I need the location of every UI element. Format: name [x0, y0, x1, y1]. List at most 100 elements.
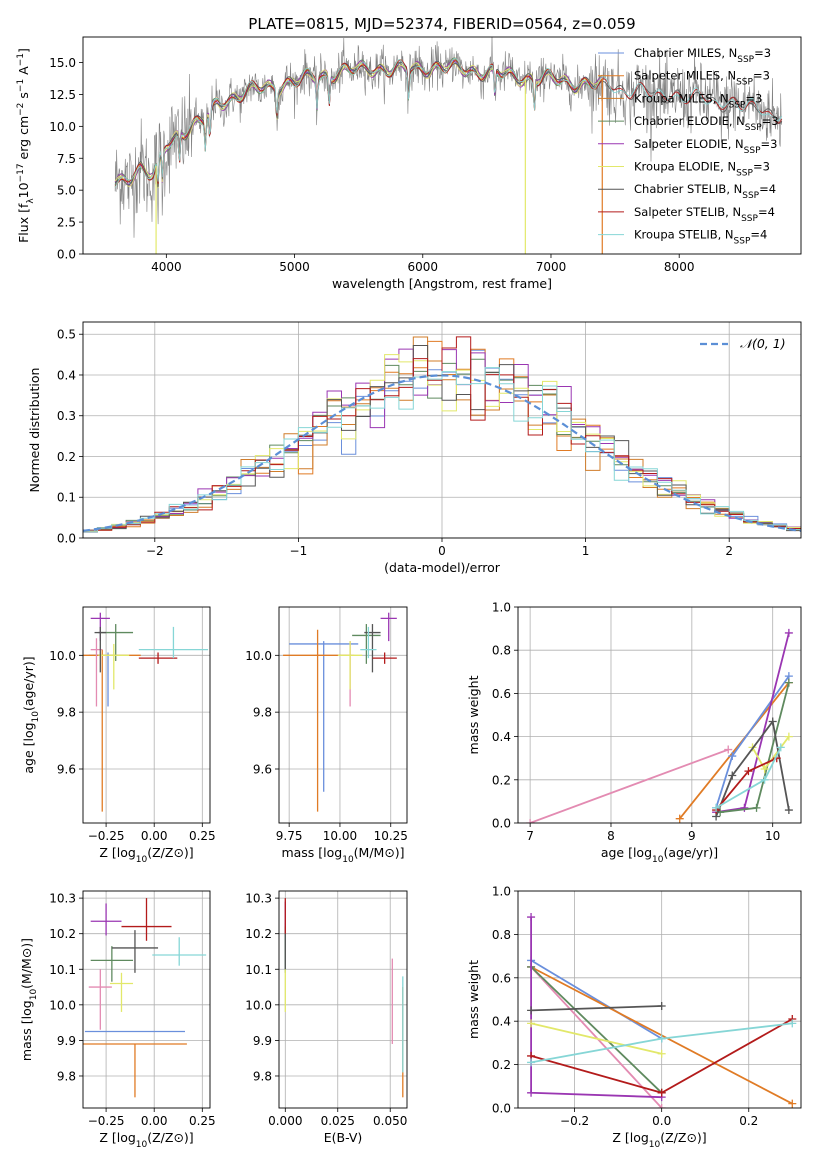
mass-weight-marker	[784, 806, 793, 815]
error-bar-point	[337, 641, 363, 690]
x-tick-label: 10	[765, 829, 780, 843]
normal-reference-curve	[83, 374, 801, 532]
mass-weight-marker	[788, 1019, 797, 1028]
mass-weight-marker	[760, 765, 769, 773]
x-tick-label: 0.25	[189, 1114, 216, 1128]
error-bar-point	[121, 898, 172, 941]
error-bar-point	[283, 629, 353, 812]
y-tick-label: 15.0	[49, 56, 76, 70]
error-bar-point	[90, 946, 134, 982]
y-tick-label: 9.6	[253, 763, 272, 777]
y-tick-label: 0.1	[57, 491, 76, 505]
y-tick-label: 0.6	[492, 687, 511, 701]
error-bar-point	[94, 626, 107, 673]
legend-entry-label: Kroupa STELIB, NSSP=4	[634, 228, 767, 247]
y-tick-label: 0.4	[57, 368, 76, 382]
y-tick-label: 0.2	[492, 1058, 511, 1072]
y-tick-label: 0.2	[492, 773, 511, 787]
error-bar-point	[111, 930, 159, 973]
error-bar-point	[364, 624, 381, 673]
panel-age_vs_Z: −0.25 0.00 0.25 9.6 9.8 10.0 Z [log10(Z/Z⊙)] ag…	[21, 606, 216, 865]
x-tick-label: 4000	[151, 260, 182, 274]
x-tick-label: 7000	[536, 260, 567, 274]
y-tick-label: 5.0	[57, 184, 76, 198]
y-tick-label: 0.2	[57, 450, 76, 464]
y-tick-label: 2.5	[57, 216, 76, 230]
mass-weight-marker	[657, 1034, 666, 1043]
error-bar-point	[83, 1043, 187, 1098]
x-tick-label: −0.2	[560, 1114, 589, 1128]
plot-area	[114, 37, 783, 254]
mass-weight-marker	[527, 1019, 536, 1028]
y-tick-label: 9.8	[253, 1069, 272, 1083]
y-axis-label: Normed distribution	[27, 368, 42, 493]
legend-entry-label: Chabrier MILES, NSSP=3	[634, 46, 771, 65]
y-tick-label: 12.5	[49, 88, 76, 102]
y-tick-label: 0.8	[492, 928, 511, 942]
y-tick-label: 0.8	[492, 644, 511, 658]
panel-mass_vs_EBV: 0.000 0.025 0.050 9.8 9.9 10.0 10.1 10.2 10.3 E(B…	[245, 890, 408, 1145]
y-tick-label: 9.9	[253, 1034, 272, 1048]
panel-mass_weight_vs_Z: −0.2 0.0 0.2 0.0 0.2 0.4 0.6 0.8 1.0 Z [log10(Z/Z…	[466, 885, 802, 1150]
model-spectrum-line	[114, 59, 783, 187]
mass-weight-marker	[657, 1002, 666, 1011]
x-tick-label: 8	[607, 829, 615, 843]
y-tick-label: 7.5	[57, 152, 76, 166]
residual-histogram	[83, 336, 801, 531]
model-spectrum-line	[114, 60, 603, 187]
plot-area	[83, 322, 801, 538]
y-axis-label: age [log10(age/yr)]	[21, 656, 41, 773]
panel-residuals: −2 −1 0 1 2 0.0 0.1 0.2 0.3 0.4 0.5 (data-model)/er…	[27, 321, 802, 575]
error-bar-point	[138, 626, 209, 659]
mass-weight-line	[530, 966, 663, 1094]
x-tick-label: 10.25	[374, 829, 408, 843]
x-axis-label: Z [log10(Z/Z⊙)]	[99, 1130, 193, 1150]
error-bar-point	[90, 903, 122, 936]
error-bar-point	[372, 652, 397, 664]
legend-entry-label: Salpeter MILES, NSSP=3	[634, 69, 770, 88]
error-bar-point	[88, 652, 128, 707]
figure-title: PLATE=0815, MJD=52374, FIBERID=0564, z=0…	[248, 15, 635, 33]
mass-weight-marker	[657, 1049, 666, 1058]
x-axis-label: Z [log10(Z/Z⊙)]	[612, 1130, 706, 1150]
mass-weight-marker	[712, 803, 721, 812]
mass-weight-marker	[657, 1104, 666, 1108]
error-bar-point	[289, 641, 359, 792]
y-tick-label: 1.0	[492, 601, 511, 615]
x-tick-label: 0.050	[373, 1114, 407, 1128]
axes-frame	[82, 36, 802, 255]
error-bar-point	[138, 652, 178, 664]
plot-area	[279, 607, 407, 823]
y-tick-label: 10.0	[49, 998, 76, 1012]
x-tick-label: −2	[146, 544, 164, 558]
x-tick-label: 5000	[279, 260, 310, 274]
y-axis-label: mass weight	[466, 960, 481, 1039]
axes-frame	[278, 890, 408, 1109]
y-tick-label: 0.0	[492, 817, 511, 831]
mass-weight-line	[715, 719, 790, 817]
y-tick-label: 10.1	[49, 963, 76, 977]
axes-frame	[82, 890, 211, 1109]
error-bar-point	[88, 969, 112, 1030]
error-bar-point	[83, 649, 141, 812]
model-spectrum-line	[114, 57, 783, 188]
y-tick-label: 0.4	[492, 1015, 511, 1029]
mass-weight-line	[530, 959, 663, 1040]
mass-weight-marker	[526, 819, 535, 823]
error-bar-point	[352, 624, 381, 664]
x-tick-label: 2	[725, 544, 733, 558]
plot-area	[518, 891, 801, 1108]
x-axis-label: mass [log10(M/M⊙)]	[281, 845, 404, 865]
plot-area	[518, 607, 801, 823]
x-tick-label: 0.000	[268, 1114, 302, 1128]
mass-weight-marker	[527, 913, 536, 922]
x-tick-label: 9	[688, 829, 696, 843]
legend-entry-label: 𝒩(0, 1)	[740, 336, 786, 351]
mass-weight-marker	[784, 678, 793, 687]
mass-weight-marker	[744, 767, 753, 776]
x-tick-label: 0.25	[189, 829, 216, 843]
mass-weight-marker	[740, 803, 749, 812]
mass-weight-marker	[728, 752, 737, 761]
y-tick-label: 10.3	[49, 892, 76, 906]
mass-weight-line	[531, 1005, 662, 1012]
